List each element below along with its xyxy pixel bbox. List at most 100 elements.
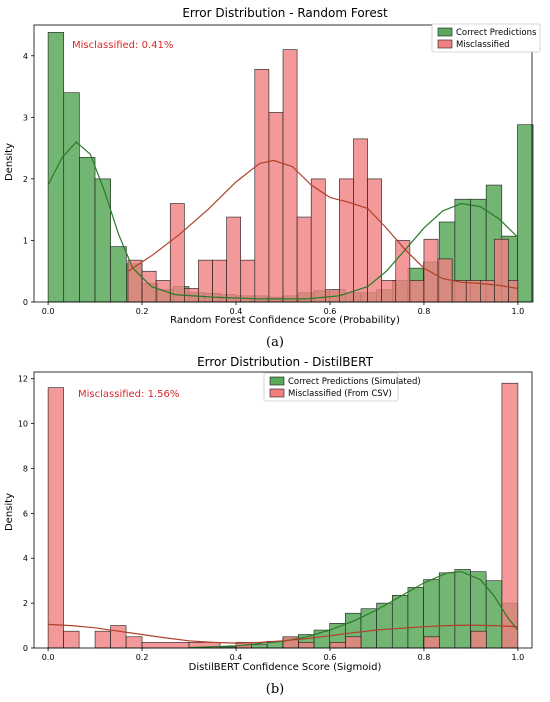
legend-label-misclassified: Misclassified [456,40,510,50]
plot-frame [33,371,533,649]
bar-misclassified [381,280,397,303]
y-tick-label: 2 [23,599,28,608]
bar-misclassified [409,280,425,303]
bar-misclassified [339,178,354,303]
legend-label-misclassified: Misclassified (From CSV) [288,389,392,399]
bar-misclassified [423,238,439,303]
x-tick-label: 1.0 [512,307,525,316]
bar-misclassified [226,216,242,303]
bar-misclassified [451,280,467,303]
bar-misclassified [169,203,185,303]
legend-box [431,23,541,53]
bar-misclassified [508,280,519,303]
legend-box [263,372,399,402]
plot-area: 0.0 0.2 0.4 0.6 0.8 1.0 0 2 4 6 8 10 12 [18,371,533,662]
bar-correct [79,157,96,303]
bar-misclassified [268,112,284,303]
bar-misclassified [63,630,80,649]
figure-caption: (b) [266,682,284,697]
y-tick-label: 12 [18,375,28,384]
bar-misclassified [125,636,143,649]
y-axis-label: Density [4,493,15,531]
plot-frame [33,24,533,303]
bar-misclassified [329,642,346,649]
bar-correct [63,92,80,303]
kde-line-misclassified [48,623,518,644]
bar-misclassified [240,259,256,303]
bar-misclassified [296,216,312,303]
bar-misclassified [298,642,315,649]
chart-title: Error Distribution - Random Forest [182,6,388,20]
x-tick-label: 0.8 [418,307,431,316]
bar-correct [376,602,393,649]
plot-area: 0.0 0.2 0.4 0.6 0.8 1.0 0 1 2 3 4 [23,24,534,316]
x-tick-label: 0.0 [42,307,55,316]
bar-correct [438,572,456,649]
bar-correct [47,32,65,303]
bar-misclassified [423,636,440,649]
bar-correct [517,124,534,303]
y-tick-label: 6 [23,509,28,518]
y-tick-label: 0 [23,298,28,307]
chart-panel-distilbert: 0.0 0.2 0.4 0.6 0.8 1.0 0 2 4 6 8 10 12 Error Distri… [4,355,533,697]
bar-correct [94,178,111,303]
bar-misclassified [141,642,190,649]
legend: Correct Predictions Misclassified [431,23,541,53]
legend-swatch-misclassified [437,39,453,49]
bar-misclassified [94,630,111,649]
bar-misclassified [254,69,270,303]
bar-misclassified [501,382,519,649]
y-tick-label: 3 [23,113,28,122]
x-axis-label: Random Forest Confidence Score (Probabil… [170,315,400,326]
figure-caption: (a) [266,335,284,350]
y-tick-label: 4 [23,52,28,61]
x-tick-label: 0.6 [324,653,337,662]
y-tick-label: 0 [23,644,28,653]
y-tick-label: 2 [23,175,28,184]
bar-misclassified [345,636,362,649]
legend-swatch-misclassified [269,388,285,398]
bar-misclassified [212,259,227,303]
bar-misclassified [110,625,127,649]
legend-label-correct: Correct Predictions (Simulated) [288,377,421,387]
misclassified-annotation: Misclassified: 0.41% [72,40,173,51]
x-tick-label: 1.0 [512,653,525,662]
y-axis-label: Density [4,143,15,181]
y-tick-label: 8 [23,464,28,473]
x-tick-label: 0.6 [324,307,337,316]
bar-correct [391,594,409,649]
bar-misclassified [353,138,368,303]
bar-correct [360,608,377,649]
bar-misclassified [310,178,326,303]
x-tick-label: 0.2 [136,307,149,316]
legend-label-correct: Correct Predictions [456,28,537,38]
x-axis-label: DistilBERT Confidence Score (Sigmoid) [189,662,382,673]
legend-swatch-correct [437,27,453,37]
kde-line-correct [47,141,519,300]
bar-correct [110,246,127,303]
kde-line-misclassified [127,159,518,290]
legend: Correct Predictions (Simulated) Misclass… [263,372,421,402]
chart-title: Error Distribution - DistilBERT [197,355,374,369]
bar-misclassified [367,178,382,303]
bar-misclassified [282,49,298,303]
bar-misclassified [494,238,509,303]
y-tick-label: 10 [18,420,28,429]
misclassified-annotation: Misclassified: 1.56% [78,389,179,400]
bar-misclassified [395,240,411,303]
y-tick-label: 1 [23,236,28,245]
x-tick-label: 0.2 [136,653,149,662]
bar-correct [251,644,268,649]
bar-correct [485,580,503,649]
x-tick-label: 0.0 [42,653,55,662]
bar-misclassified [470,630,487,649]
bar-misclassified [141,270,157,303]
bar-misclassified [47,387,64,649]
y-tick-label: 4 [23,554,28,563]
bar-correct [407,587,424,649]
x-tick-label: 0.4 [230,653,243,662]
x-tick-label: 0.8 [418,653,431,662]
bar-correct [454,569,471,649]
x-tick-label: 0.4 [230,307,243,316]
